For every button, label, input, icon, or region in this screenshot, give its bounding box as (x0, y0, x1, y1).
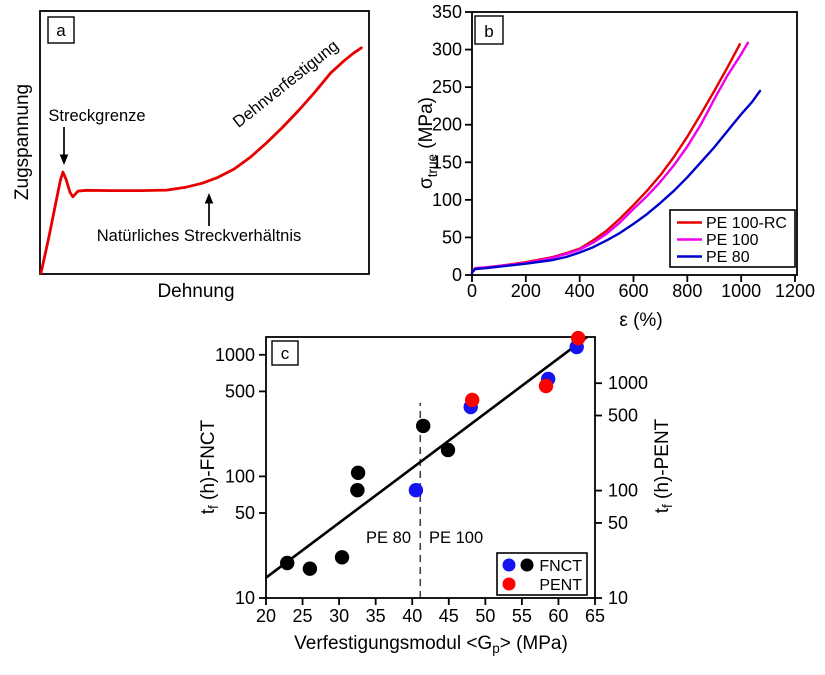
legend-label-pe80: PE 80 (706, 249, 750, 266)
c-y-right-tick-label: 50 (608, 513, 628, 533)
panel-b-ticks: 0 200 400 600 800 1000 1200 0 50 100 150 200 250 300 3… (432, 2, 815, 301)
panel-c-ylabel-left: tf (h)-FNCT (198, 419, 221, 514)
legend-label-pe100rc: PE 100-RC (706, 215, 787, 232)
b-y-tick-label: 350 (432, 2, 462, 22)
region-label-pe80: PE 80 (366, 529, 411, 547)
c-x-tick-label: 65 (585, 606, 605, 626)
c-point-pent (538, 378, 554, 394)
c-point-fnct (350, 483, 365, 498)
legend-dot-pent-red (502, 577, 516, 591)
panel-a-xlabel: Dehnung (157, 281, 234, 302)
c-y-right-tick-label: 100 (608, 481, 638, 501)
c-x-tick-label: 20 (256, 606, 276, 626)
panel-b-letter: b (484, 22, 493, 41)
b-y-tick-label: 100 (432, 190, 462, 210)
b-x-tick-label: 1000 (721, 281, 761, 301)
c-x-tick-label: 60 (548, 606, 568, 626)
panel-c-xlabel: Verfestigungsmodul <Gp> (MPa) (294, 633, 568, 656)
c-x-tick-label: 25 (293, 606, 313, 626)
panel-b-xlabel: ε (%) (619, 310, 662, 331)
b-x-tick-label: 800 (672, 281, 702, 301)
legend-label-pent: PENT (539, 577, 582, 594)
c-point-fnct (408, 483, 424, 498)
c-x-tick-label: 35 (366, 606, 386, 626)
legend-label-pe100: PE 100 (706, 232, 759, 249)
annotation-streckgrenze: Streckgrenze (48, 107, 145, 125)
panel-b-frame (471, 11, 798, 276)
panel-b: 0 200 400 600 800 1000 1200 0 50 100 150 200 250 300 3… (416, 2, 815, 331)
panel-a-stress-strain-curve (39, 46, 363, 275)
annotation-natuerliches-streckverhaeltnis: Natürliches Streckverhältnis (97, 227, 302, 245)
b-y-tick-label: 150 (432, 152, 462, 172)
c-point-fnct (302, 561, 318, 576)
b-x-tick-label: 400 (565, 281, 595, 301)
c-x-tick-label: 45 (439, 606, 459, 626)
panel-b-ylabel: σtrue (MPa) (416, 97, 440, 189)
c-point-fnct (350, 465, 366, 480)
panel-c-ylabel-right: tf (h)-PENT (652, 418, 675, 513)
b-x-tick-label: 200 (511, 281, 541, 301)
panel-a-letter-box (47, 16, 75, 44)
legend-dot-fnct-black (520, 558, 534, 572)
c-y-left-tick-label: 10 (235, 588, 255, 608)
c-x-tick-label: 30 (329, 606, 349, 626)
b-x-tick-label: 600 (618, 281, 648, 301)
legend-label-fnct: FNCT (539, 558, 582, 575)
panel-b-curves (470, 41, 762, 274)
c-point-fnct (416, 418, 431, 434)
panel-c-letter: c (281, 344, 290, 363)
panel-c-letter-box (271, 340, 299, 366)
panel-a-ylabel: Zugspannung (12, 84, 33, 200)
b-curve-pe-80 (470, 89, 762, 274)
c-y-left-tick-label: 500 (225, 381, 255, 401)
b-x-tick-label: 0 (467, 281, 477, 301)
c-point-fnct (280, 555, 295, 571)
c-point-pent (571, 330, 586, 346)
c-y-left-tick-label: 100 (225, 466, 255, 486)
annotation-dehnverfestigung: Dehnverfestigung (230, 37, 342, 132)
panel-a: a Streckgrenze Dehnverfestigung Natürlic… (12, 10, 370, 302)
c-y-right-tick-label: 500 (608, 406, 638, 426)
region-label-pe100: PE 100 (429, 529, 483, 547)
c-point-fnct (440, 442, 456, 458)
panel-c-frame (265, 336, 596, 599)
b-y-tick-label: 0 (452, 265, 462, 285)
b-y-tick-label: 200 (432, 115, 462, 135)
b-y-tick-label: 300 (432, 40, 462, 60)
b-y-tick-label: 50 (442, 227, 462, 247)
c-fit-line (265, 335, 588, 579)
c-x-tick-label: 40 (402, 606, 422, 626)
c-y-left-tick-label: 50 (235, 503, 255, 523)
legend-dot-fnct-blue (502, 558, 516, 572)
c-x-tick-label: 55 (512, 606, 532, 626)
streckgrenze-arrow-head (59, 154, 69, 165)
panel-b-legend: PE 100-RC PE 100 PE 80 (669, 209, 796, 268)
c-y-right-tick-label: 1000 (608, 373, 648, 393)
b-x-tick-label: 1200 (775, 281, 815, 301)
panel-b-letter-box (474, 15, 504, 45)
b-y-tick-label: 250 (432, 77, 462, 97)
c-y-left-tick-label: 1000 (215, 345, 255, 365)
panel-a-letter: a (56, 21, 66, 40)
c-y-right-tick-label: 10 (608, 588, 628, 608)
panel-a-frame (39, 10, 370, 275)
panel-c-lines (265, 335, 588, 598)
panel-c-data-points (280, 330, 586, 576)
c-point-pent (465, 392, 480, 408)
c-point-fnct (334, 550, 350, 565)
c-x-tick-label: 50 (475, 606, 495, 626)
panel-c-legend: FNCT PENT (496, 552, 588, 596)
natural-draw-arrow-head (204, 193, 214, 204)
